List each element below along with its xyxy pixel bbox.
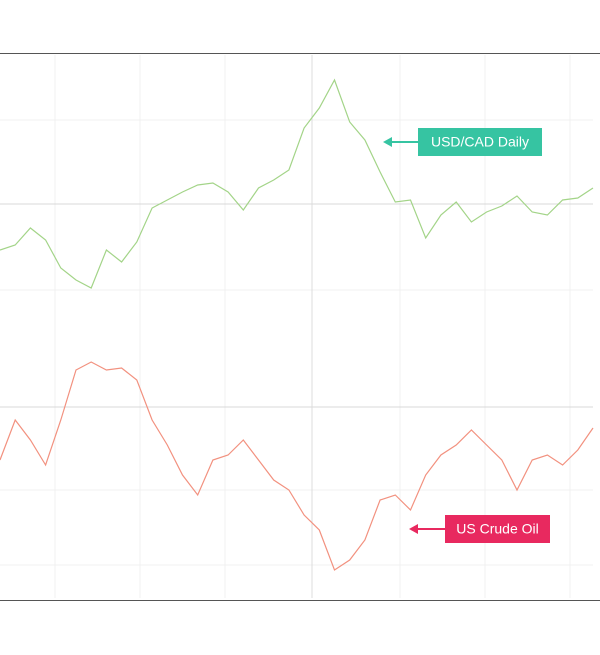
line-series (0, 78, 594, 289)
annotation-arrowhead (409, 524, 418, 534)
annotation-box (445, 515, 550, 543)
annotation-label: USD/CAD Daily (431, 134, 529, 150)
annotation-box (418, 128, 542, 156)
line-series (0, 361, 594, 571)
grid (0, 55, 593, 598)
annotation-arrowhead (383, 137, 392, 147)
annotation-label: US Crude Oil (456, 521, 538, 537)
